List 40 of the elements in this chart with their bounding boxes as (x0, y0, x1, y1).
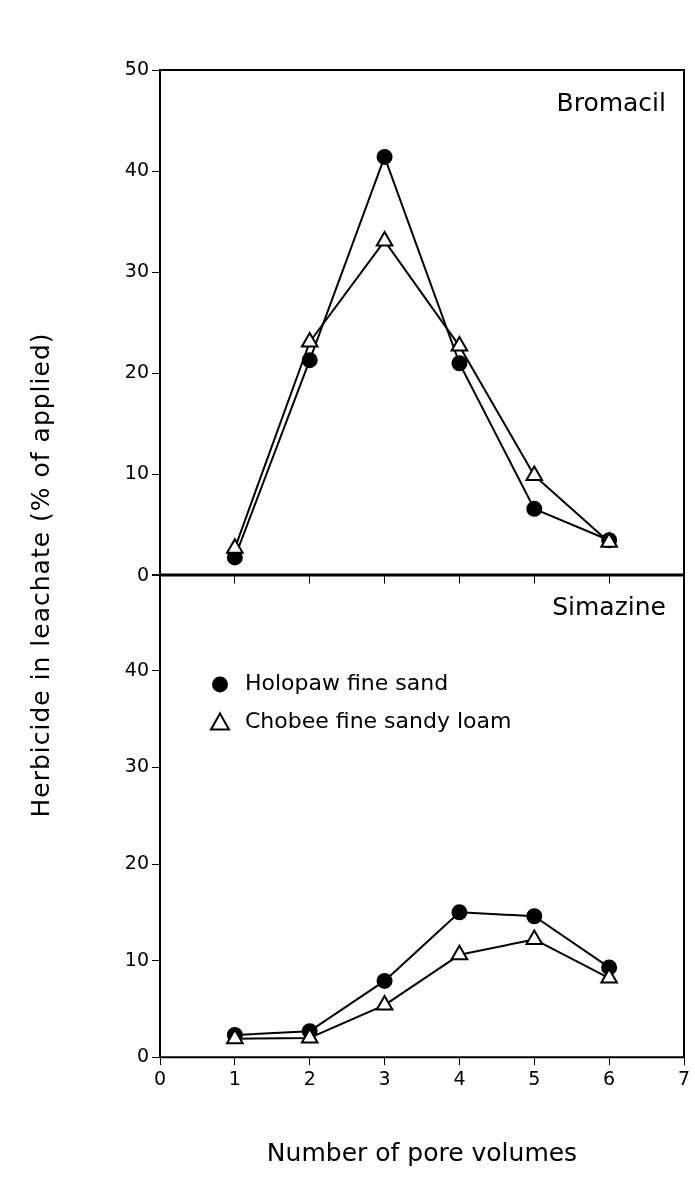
point (300, 332, 319, 348)
y-tick-label: 30 (124, 754, 149, 777)
point (451, 904, 468, 921)
x-tick-label: 7 (677, 1066, 691, 1089)
text: Bromacil (556, 88, 666, 117)
point (376, 148, 393, 165)
x-tick-label: 5 (528, 1066, 541, 1089)
point (226, 538, 244, 554)
point (450, 944, 469, 961)
x-axis-title: Number of pore volumes (266, 1137, 578, 1167)
y-tick-label: 0 (136, 562, 149, 585)
point (375, 995, 394, 1011)
point (376, 972, 393, 989)
point (526, 500, 543, 517)
point (301, 352, 318, 369)
point (525, 465, 544, 481)
y-tick-label: 30 (124, 259, 149, 282)
x-tick-label: 2 (303, 1066, 316, 1089)
y-axis-title: Herbicide in leachate (% of applied) (25, 332, 55, 818)
point (526, 908, 543, 925)
y-tick-label: 10 (124, 461, 149, 484)
x-tick-label: 6 (603, 1066, 616, 1089)
y-tick-label: 0 (136, 1044, 149, 1067)
legend-label: Holopaw fine sand (245, 670, 449, 696)
y-tick-label: 40 (124, 158, 149, 181)
point (451, 355, 468, 372)
y-tick-label: 20 (124, 851, 149, 874)
x-tick-label: 1 (228, 1066, 241, 1089)
text: Simazine (552, 592, 666, 622)
y-tick-label: 20 (124, 360, 149, 383)
x-tick-label: 0 (153, 1066, 167, 1089)
y-tick-label: 10 (124, 947, 149, 970)
point (450, 336, 469, 352)
point (525, 929, 544, 945)
y-tick-label: 50 (124, 56, 149, 79)
point (375, 230, 394, 247)
x-tick-label: 3 (378, 1066, 391, 1089)
legend-label: Chobee fine sandy loam (245, 708, 512, 734)
y-tick-label: 40 (124, 657, 149, 680)
x-tick-label: 4 (453, 1066, 466, 1089)
